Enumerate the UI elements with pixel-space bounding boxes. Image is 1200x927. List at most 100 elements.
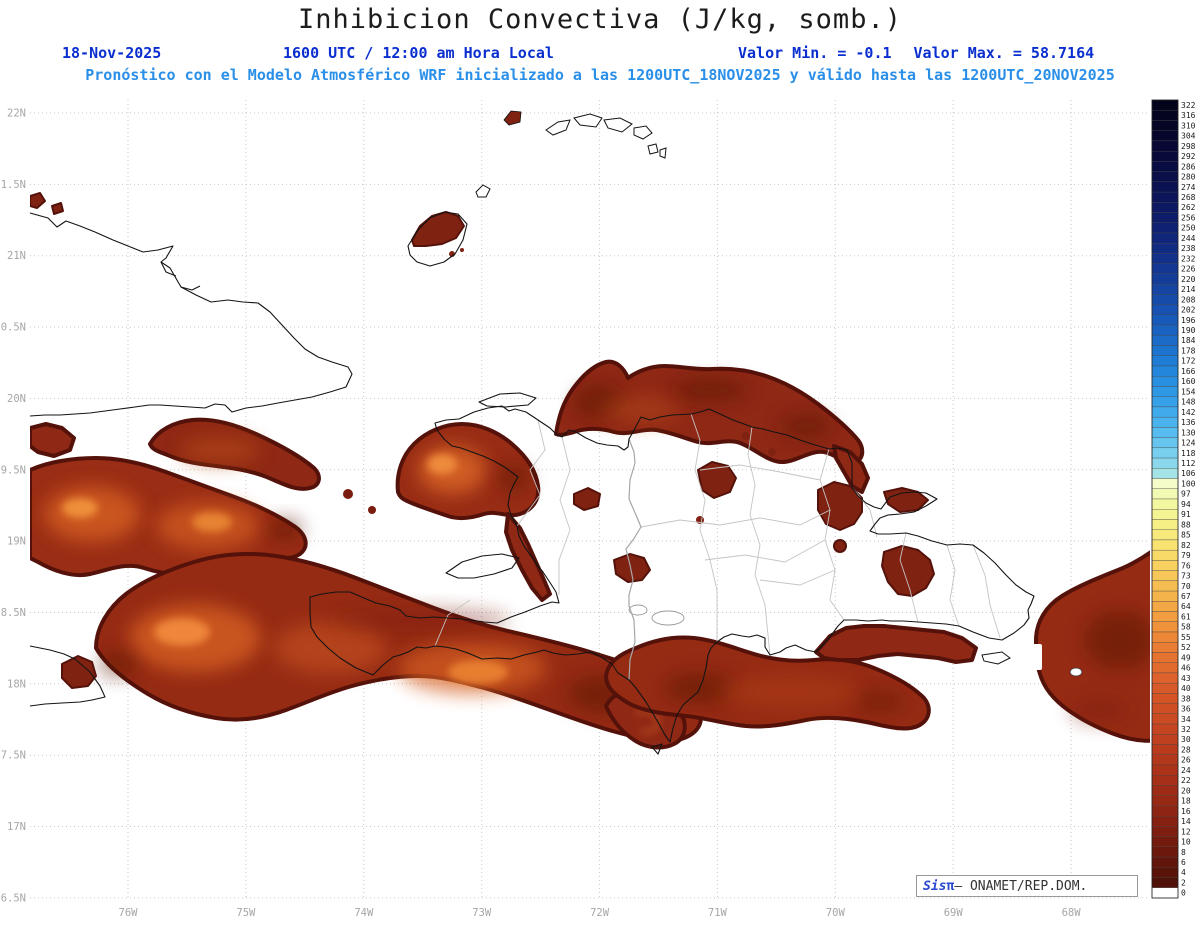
lat-tick-label: 19.5N xyxy=(0,464,26,476)
colorbar-value-label: 196 xyxy=(1181,316,1196,325)
cin-patch-jamaica xyxy=(62,656,96,688)
colorbar-value-label: 280 xyxy=(1181,173,1196,182)
colorbar-block xyxy=(1152,642,1178,652)
colorbar-block xyxy=(1152,202,1178,212)
colorbar-value-label: 12 xyxy=(1181,827,1191,836)
lat-tick-label: 20.5N xyxy=(0,322,26,334)
colorbar-value-label: 16 xyxy=(1181,807,1191,816)
colorbar-value-label: 226 xyxy=(1181,265,1196,274)
colorbar-block xyxy=(1152,826,1178,836)
weather-map-figure: Inhibicion Convectiva (J/kg, somb.) 18-N… xyxy=(0,0,1200,927)
lon-tick-label: 76W xyxy=(119,907,139,919)
colorbar-block xyxy=(1152,499,1178,509)
colorbar-block xyxy=(1152,867,1178,877)
colorbar-value-label: 310 xyxy=(1181,121,1196,130)
colorbar-block xyxy=(1152,550,1178,560)
colorbar-block xyxy=(1152,161,1178,171)
lat-tick-label: 22N xyxy=(7,108,26,120)
colorbar-block xyxy=(1152,366,1178,376)
lon-tick-label: 68W xyxy=(1062,907,1082,919)
colorbar-block xyxy=(1152,509,1178,519)
colorbar-block xyxy=(1152,274,1178,284)
colorbar-block xyxy=(1152,294,1178,304)
colorbar-block xyxy=(1152,806,1178,816)
grand-turk-island xyxy=(660,148,666,158)
colorbar-value-label: 64 xyxy=(1181,602,1191,611)
colorbar-value-label: 112 xyxy=(1181,459,1196,468)
colorbar-value-label: 4 xyxy=(1181,868,1186,877)
province-line xyxy=(705,540,825,562)
colorbar-value-label: 298 xyxy=(1181,142,1196,151)
colorbar-value-label: 52 xyxy=(1181,643,1191,652)
weather-map-svg: 22N21.5N21N20.5N20N19.5N19N18.5N18N17.5N… xyxy=(0,0,1200,927)
colorbar-block xyxy=(1152,151,1178,161)
colorbar-value-label: 91 xyxy=(1181,510,1191,519)
colorbar-value-label: 262 xyxy=(1181,203,1196,212)
colorbar-value-label: 250 xyxy=(1181,224,1196,233)
province-line xyxy=(820,449,844,620)
colorbar-block xyxy=(1152,622,1178,632)
colorbar-block xyxy=(1152,581,1178,591)
colorbar-value-label: 97 xyxy=(1181,490,1191,499)
cin-dark-core xyxy=(672,378,748,402)
cin-patch-small xyxy=(834,540,846,552)
lon-tick-label: 71W xyxy=(708,907,728,919)
colorbar-block xyxy=(1152,847,1178,857)
cin-patch-inagua xyxy=(412,212,464,246)
colorbar-value-label: 286 xyxy=(1181,162,1196,171)
colorbar-block xyxy=(1152,857,1178,867)
lat-tick-label: 21.5N xyxy=(0,179,26,191)
colorbar-block xyxy=(1152,673,1178,683)
colorbar-block xyxy=(1152,601,1178,611)
colorbar-value-label: 214 xyxy=(1181,285,1196,294)
colorbar-block xyxy=(1152,397,1178,407)
colorbar-value-label: 70 xyxy=(1181,582,1191,591)
island-outline xyxy=(574,114,602,127)
gonave-island xyxy=(446,554,519,578)
lat-tick-label: 17N xyxy=(7,821,26,833)
lon-tick-label: 73W xyxy=(472,907,492,919)
colorbar-value-label: 58 xyxy=(1181,623,1191,632)
colorbar-block xyxy=(1152,612,1178,622)
lat-tick-label: 20N xyxy=(7,393,26,405)
lat-tick-label: 18N xyxy=(7,678,26,690)
colorbar-value-label: 238 xyxy=(1181,244,1196,253)
province-line xyxy=(760,570,835,585)
cin-patch-plateau xyxy=(574,488,600,510)
colorbar-block xyxy=(1152,356,1178,366)
cin-speck xyxy=(768,448,776,456)
colorbar-block xyxy=(1152,120,1178,130)
lon-tick-label: 72W xyxy=(590,907,610,919)
attribution-box: Sisπ– ONAMET/REP.DOM. xyxy=(916,875,1138,897)
province-line xyxy=(641,510,830,527)
colorbar-value-label: 20 xyxy=(1181,786,1191,795)
cin-dark-core xyxy=(498,464,530,492)
lat-tick-label: 18.5N xyxy=(0,607,26,619)
cin-gradient-highlight xyxy=(154,618,210,646)
cin-gradient-highlight xyxy=(448,660,508,684)
colorbar-value-label: 28 xyxy=(1181,745,1191,754)
colorbar-value-label: 136 xyxy=(1181,418,1196,427)
colorbar-value-label: 14 xyxy=(1181,817,1191,826)
colorbar-block xyxy=(1152,693,1178,703)
colorbar-value-label: 256 xyxy=(1181,213,1196,222)
colorbar-value-label: 304 xyxy=(1181,132,1196,141)
colorbar-value-label: 76 xyxy=(1181,561,1191,570)
colorbar-block xyxy=(1152,305,1178,315)
province-line xyxy=(691,414,717,642)
colorbar-value-label: 160 xyxy=(1181,377,1196,386)
colorbar-block xyxy=(1152,796,1178,806)
colorbar-value-label: 88 xyxy=(1181,520,1191,529)
colorbar-block xyxy=(1152,519,1178,529)
colorbar-value-label: 61 xyxy=(1181,612,1191,621)
cin-speck xyxy=(460,248,464,252)
colorbar-value-label: 0 xyxy=(1181,889,1186,898)
cin-patch-cuba-coast xyxy=(30,193,45,208)
cin-gradient-highlight xyxy=(427,454,457,474)
cin-gradient-highlight xyxy=(192,512,232,532)
colorbar-block xyxy=(1152,100,1178,110)
colorbar-block xyxy=(1152,745,1178,755)
cin-speck xyxy=(343,489,353,499)
colorbar-block xyxy=(1152,878,1178,888)
colorbar-value-label: 32 xyxy=(1181,725,1191,734)
